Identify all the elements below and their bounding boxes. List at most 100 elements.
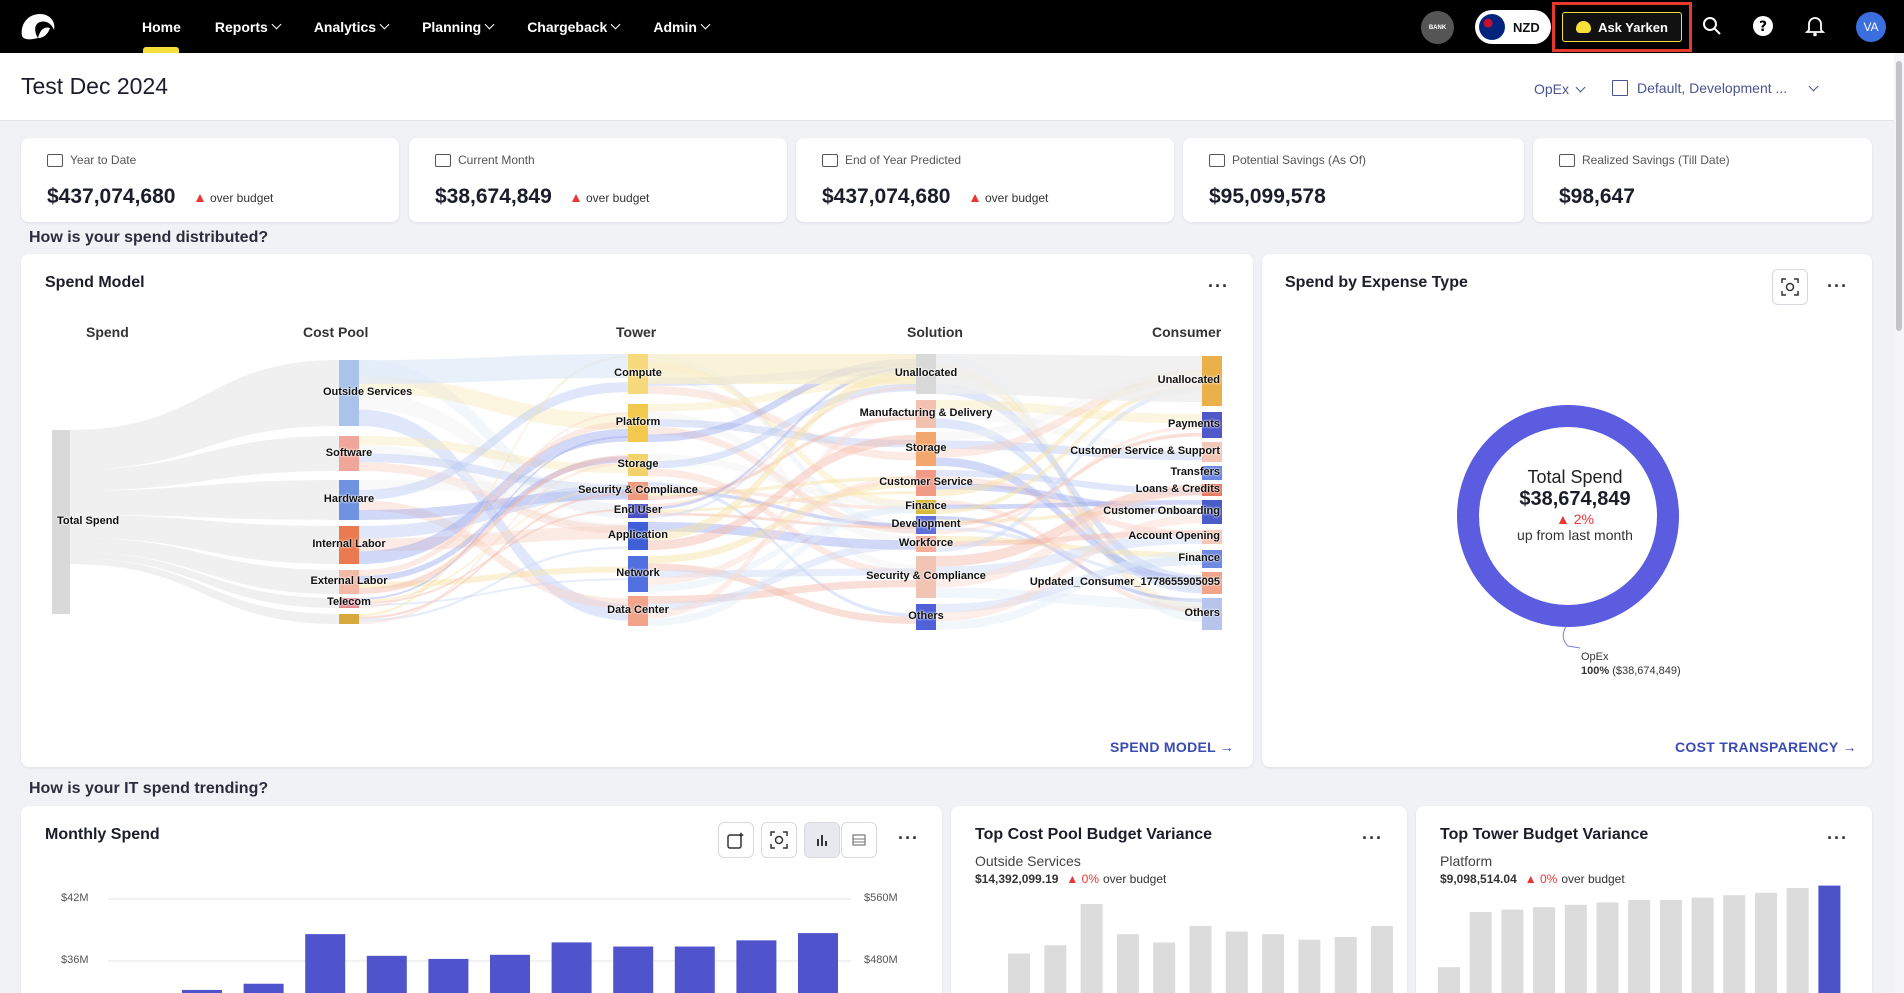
help-icon[interactable]: ? <box>1751 14 1775 38</box>
variance-bar[interactable] <box>1691 897 1714 993</box>
sankey-node[interactable] <box>916 556 936 598</box>
sankey-node[interactable] <box>916 354 936 394</box>
spend-model-link[interactable]: SPEND MODEL → <box>1110 739 1235 755</box>
sankey-node[interactable] <box>1202 412 1222 438</box>
business-unit-dropdown[interactable]: Default, Development ... <box>1612 80 1819 96</box>
variance-bar[interactable] <box>1818 885 1841 993</box>
sankey-node[interactable] <box>628 454 648 476</box>
sankey-node[interactable] <box>1202 466 1222 480</box>
variance-bar[interactable] <box>1262 934 1285 993</box>
monthly-spend-bar[interactable] <box>613 946 654 993</box>
variance-bar[interactable] <box>1469 912 1492 993</box>
table-view-toggle[interactable] <box>841 822 877 858</box>
variance-bar[interactable] <box>1225 931 1248 993</box>
currency-selector[interactable]: NZD <box>1475 10 1551 44</box>
sankey-node[interactable] <box>628 354 648 394</box>
sankey-node[interactable] <box>1202 572 1222 594</box>
nav-item-reports[interactable]: Reports <box>215 0 282 53</box>
more-options-icon[interactable]: ··· <box>1362 828 1383 848</box>
monthly-spend-bar[interactable] <box>243 983 284 993</box>
variance-bar[interactable] <box>1080 904 1103 993</box>
nav-item-home[interactable]: Home <box>142 0 181 53</box>
sankey-node[interactable] <box>916 604 936 630</box>
sankey-node[interactable] <box>628 596 648 626</box>
more-options-icon[interactable]: ··· <box>1827 828 1848 848</box>
nav-item-analytics[interactable]: Analytics <box>314 0 390 53</box>
nav-item-admin[interactable]: Admin <box>653 0 711 53</box>
monthly-spend-bar[interactable] <box>798 933 838 993</box>
sankey-node[interactable] <box>916 470 936 496</box>
variance-bar[interactable] <box>1596 902 1619 993</box>
sankey-node[interactable] <box>916 500 936 514</box>
variance-bar[interactable] <box>1501 909 1524 993</box>
sankey-node[interactable] <box>339 526 359 564</box>
sankey-node[interactable] <box>339 614 359 624</box>
expense-type-dropdown[interactable]: OpEx <box>1534 81 1586 97</box>
variance-bar[interactable] <box>1659 900 1682 993</box>
more-options-icon[interactable]: ··· <box>898 828 919 848</box>
sankey-node[interactable] <box>1202 484 1222 496</box>
sankey-node[interactable] <box>1202 356 1222 406</box>
variance-bar[interactable] <box>1153 942 1176 993</box>
variance-bar[interactable] <box>1755 892 1777 993</box>
sankey-node[interactable] <box>916 536 936 552</box>
donut-slice-opex[interactable] <box>1457 405 1679 627</box>
app-logo-icon[interactable] <box>18 10 58 44</box>
sankey-node[interactable] <box>1202 550 1222 568</box>
monthly-spend-bar[interactable] <box>674 946 715 993</box>
variance-bar[interactable] <box>1533 907 1556 993</box>
variance-bar[interactable] <box>1628 900 1651 993</box>
page-scrollbar[interactable] <box>1894 53 1904 993</box>
sankey-node[interactable] <box>339 570 359 594</box>
ai-insight-button[interactable] <box>718 822 754 858</box>
sankey-node[interactable] <box>339 436 359 471</box>
bank-icon[interactable]: BANK <box>1421 11 1454 44</box>
monthly-spend-bar[interactable] <box>428 958 469 993</box>
variance-bar[interactable] <box>1438 967 1460 993</box>
more-options-icon[interactable]: ··· <box>1827 276 1848 296</box>
sankey-node[interactable] <box>628 522 648 550</box>
cost-transparency-link[interactable]: COST TRANSPARENCY → <box>1675 739 1857 755</box>
sankey-node[interactable] <box>339 598 359 608</box>
sankey-node[interactable] <box>628 482 648 500</box>
sankey-node[interactable] <box>1202 500 1222 524</box>
variance-bar[interactable] <box>1371 926 1393 993</box>
sankey-node[interactable] <box>339 360 359 426</box>
sankey-node[interactable] <box>1202 598 1222 630</box>
nav-item-chargeback[interactable]: Chargeback <box>527 0 621 53</box>
monthly-spend-bar[interactable] <box>736 940 777 993</box>
monthly-spend-bar[interactable] <box>366 955 407 993</box>
monthly-spend-bar[interactable] <box>305 934 346 993</box>
monthly-spend-bar[interactable] <box>182 989 222 993</box>
sankey-node[interactable] <box>1202 530 1222 544</box>
ask-yarken-button[interactable]: Ask Yarken <box>1562 12 1682 42</box>
scrollbar-thumb[interactable] <box>1896 61 1902 331</box>
screenshot-button[interactable] <box>1772 269 1808 305</box>
variance-bar[interactable] <box>1723 895 1746 993</box>
screenshot-button[interactable] <box>761 822 797 858</box>
variance-bar[interactable] <box>1564 904 1587 993</box>
variance-bar[interactable] <box>1334 937 1357 993</box>
more-options-icon[interactable]: ··· <box>1208 276 1229 296</box>
search-icon[interactable] <box>1700 14 1724 38</box>
sankey-node[interactable] <box>916 432 936 466</box>
sankey-node[interactable] <box>339 480 359 520</box>
sankey-node[interactable] <box>628 556 648 592</box>
variance-bar[interactable] <box>1008 953 1030 993</box>
sankey-node[interactable] <box>916 400 936 428</box>
variance-bar[interactable] <box>1298 939 1321 993</box>
nav-item-planning[interactable]: Planning <box>422 0 495 53</box>
sankey-node[interactable] <box>628 404 648 442</box>
variance-bar[interactable] <box>1786 888 1809 993</box>
monthly-spend-bar[interactable] <box>490 954 530 993</box>
sankey-node[interactable] <box>628 504 648 518</box>
variance-bar[interactable] <box>1044 945 1067 993</box>
sankey-node[interactable] <box>916 516 936 534</box>
monthly-spend-bar[interactable] <box>551 942 592 993</box>
variance-bar[interactable] <box>1189 926 1212 993</box>
avatar[interactable]: VA <box>1856 12 1886 42</box>
chart-view-toggle[interactable] <box>804 822 840 858</box>
bell-icon[interactable] <box>1803 14 1827 38</box>
variance-bar[interactable] <box>1116 934 1139 993</box>
sankey-node[interactable] <box>1202 442 1222 462</box>
